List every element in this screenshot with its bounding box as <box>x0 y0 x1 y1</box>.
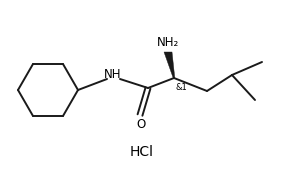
Text: NH: NH <box>104 69 122 81</box>
Text: O: O <box>137 117 146 130</box>
Polygon shape <box>164 52 175 78</box>
Text: HCl: HCl <box>130 145 154 159</box>
Text: NH₂: NH₂ <box>157 35 179 48</box>
Text: &1: &1 <box>176 84 188 93</box>
